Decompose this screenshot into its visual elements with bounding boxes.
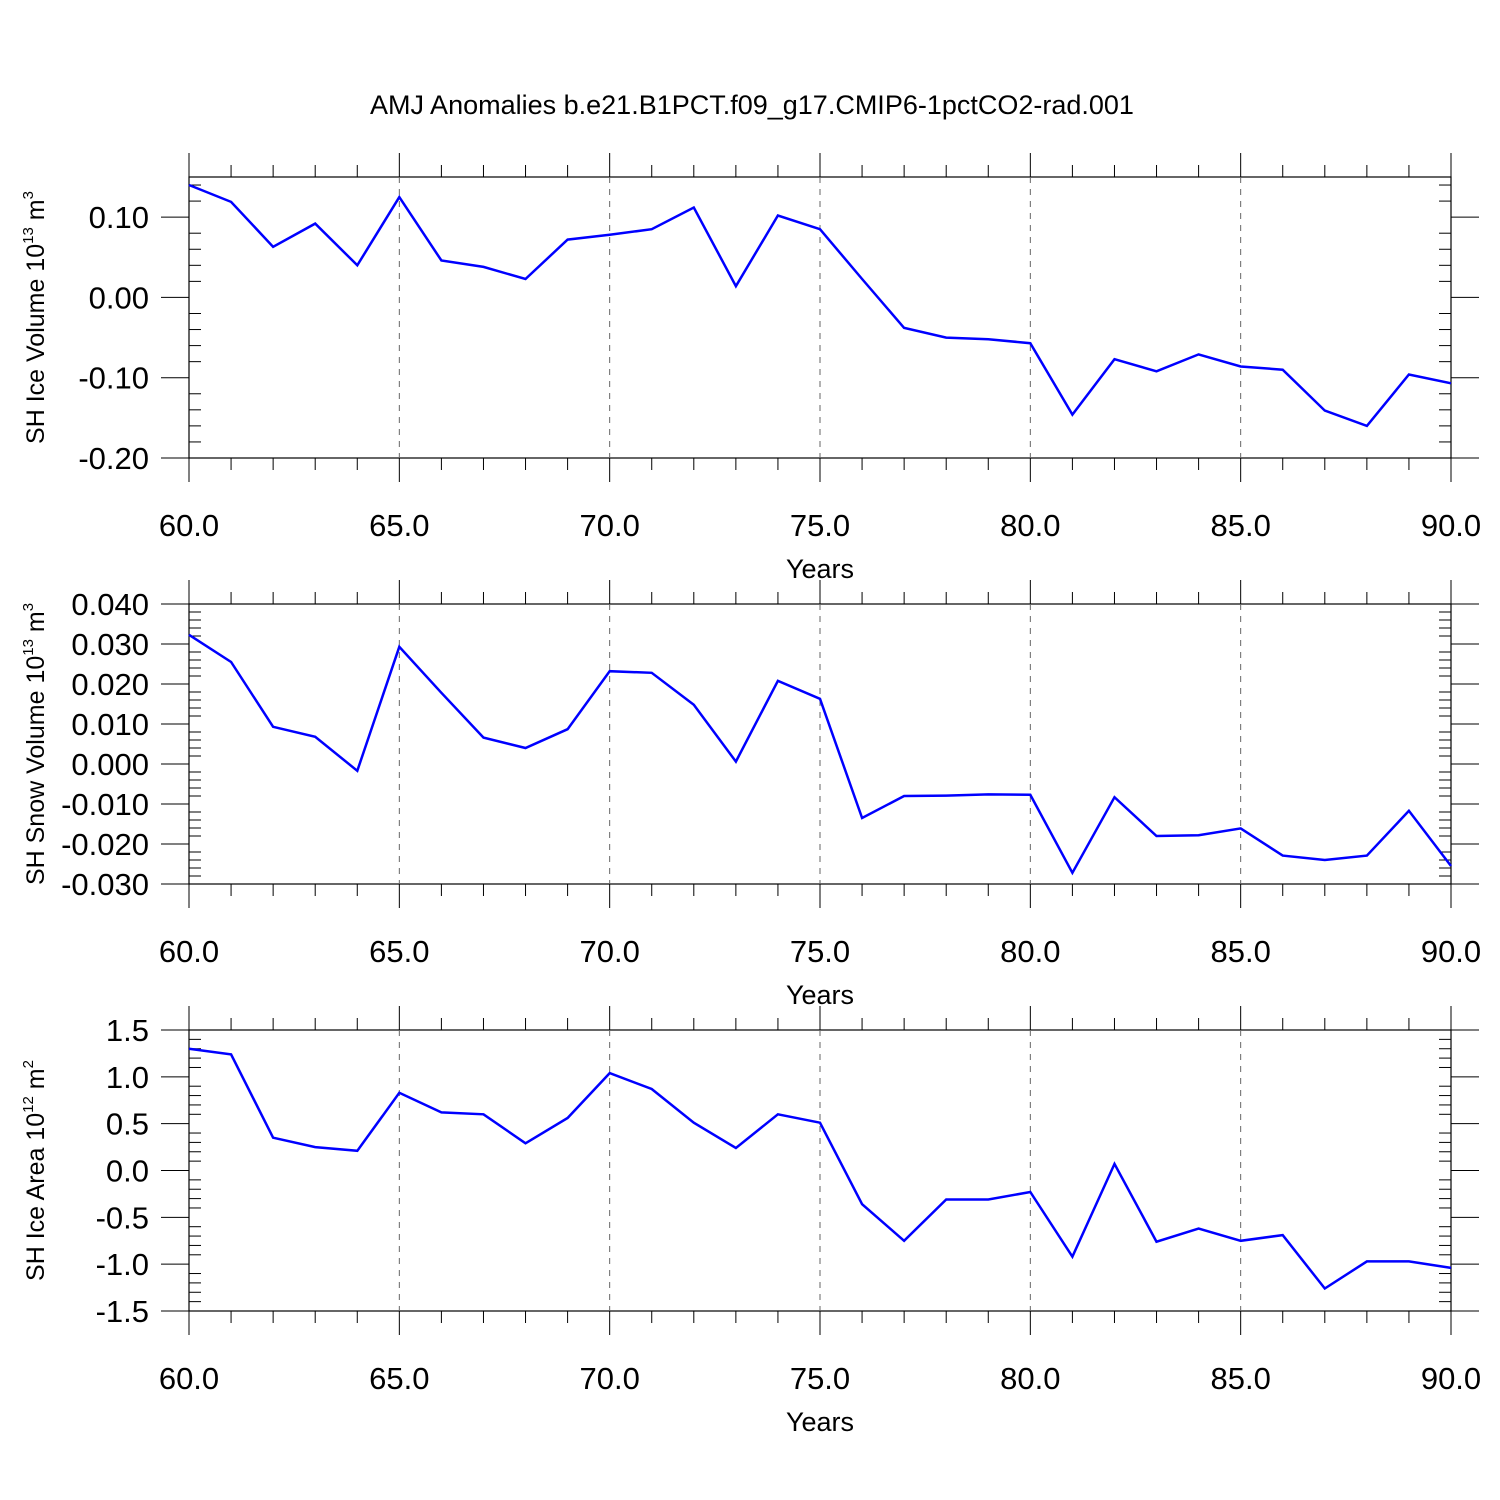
y-tick-label: 1.5: [106, 1013, 149, 1048]
y-axis-label: SH Snow Volume 1013 m3: [20, 603, 50, 885]
x-tick-label: 85.0: [1210, 934, 1270, 969]
y-tick-label: 0.0: [106, 1154, 149, 1189]
x-axis-label: Years: [786, 1407, 854, 1437]
plot-frame: [188, 176, 1452, 459]
y-tick-label: 0.10: [89, 200, 149, 235]
y-tick-label: -0.010: [61, 787, 149, 822]
series-line: [188, 633, 1452, 876]
y-axis-label: SH Ice Volume 1013 m3: [20, 191, 50, 444]
y-tick-label: 1.0: [106, 1060, 149, 1095]
x-axis-label: Years: [786, 554, 854, 584]
y-tick-label: -0.020: [61, 827, 149, 862]
x-tick-label: 75.0: [790, 1361, 850, 1396]
x-tick-label: 85.0: [1210, 1361, 1270, 1396]
x-tick-label: 90.0: [1421, 934, 1481, 969]
y-tick-label: -1.5: [96, 1294, 149, 1329]
x-tick-label: 90.0: [1421, 508, 1481, 543]
y-tick-label: -0.20: [78, 441, 149, 476]
chart-title: AMJ Anomalies b.e21.B1PCT.f09_g17.CMIP6-…: [370, 90, 1134, 120]
series-line: [188, 183, 1452, 428]
y-tick-label: 0.010: [71, 707, 149, 742]
panel-1: 60.0 65.0 70.0 75.0 80.0 85.0 90.0 Years 0.10 0.0…: [20, 153, 1481, 584]
x-tick-label: 80.0: [1000, 508, 1060, 543]
x-tick-label: 65.0: [369, 934, 429, 969]
y-tick-label: 0.030: [71, 627, 149, 662]
x-tick-label: 75.0: [790, 508, 850, 543]
panel-2: 60.0 65.0 70.0 75.0 80.0 85.0 90.0 Years 0.040 0.…: [20, 580, 1481, 1010]
x-tick-label: 70.0: [579, 1361, 639, 1396]
y-tick-label: -0.030: [61, 867, 149, 902]
y-tick-label: 0.000: [71, 747, 149, 782]
y-axis-label: SH Ice Area 1012 m2: [20, 1060, 50, 1281]
x-tick-label: 70.0: [579, 508, 639, 543]
y-tick-label: -1.0: [96, 1247, 149, 1282]
y-tick-label: 0.020: [71, 667, 149, 702]
x-tick-label: 80.0: [1000, 1361, 1060, 1396]
y-tick-label: 0.040: [71, 587, 149, 622]
x-tick-label: 65.0: [369, 1361, 429, 1396]
y-tick-label: 0.00: [89, 280, 149, 315]
panel-3: 60.0 65.0 70.0 75.0 80.0 85.0 90.0 Years 1.5 1.0 0…: [20, 1006, 1481, 1437]
x-tick-label: 60.0: [159, 508, 219, 543]
x-tick-label: 60.0: [159, 1361, 219, 1396]
x-axis-label: Years: [786, 980, 854, 1010]
x-tick-label: 70.0: [579, 934, 639, 969]
x-tick-label: 90.0: [1421, 1361, 1481, 1396]
y-tick-label: -0.5: [96, 1200, 149, 1235]
x-tick-label: 80.0: [1000, 934, 1060, 969]
x-tick-label: 85.0: [1210, 508, 1270, 543]
series-line: [188, 1047, 1452, 1291]
plot-frame: [188, 1029, 1452, 1312]
x-tick-label: 75.0: [790, 934, 850, 969]
y-tick-label: 0.5: [106, 1107, 149, 1142]
x-tick-label: 65.0: [369, 508, 429, 543]
y-tick-label: -0.10: [78, 361, 149, 396]
x-tick-label: 60.0: [159, 934, 219, 969]
